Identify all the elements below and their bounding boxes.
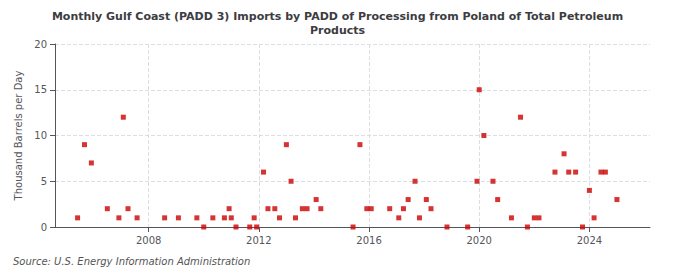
svg-text:2008: 2008 (136, 235, 161, 246)
svg-text:Source: U.S. Energy Informatio: Source: U.S. Energy Information Administ… (13, 256, 250, 267)
svg-text:Products: Products (310, 24, 366, 37)
svg-text:0: 0 (41, 222, 47, 233)
svg-text:2016: 2016 (356, 235, 381, 246)
svg-text:5: 5 (41, 176, 47, 187)
svg-text:15: 15 (34, 84, 47, 95)
svg-text:2024: 2024 (577, 235, 602, 246)
svg-text:20: 20 (34, 39, 47, 50)
svg-text:10: 10 (34, 130, 47, 141)
svg-text:2020: 2020 (466, 235, 491, 246)
svg-text:Thousand Barrels per Day: Thousand Barrels per Day (13, 71, 24, 202)
svg-text:Monthly Gulf Coast (PADD 3) Im: Monthly Gulf Coast (PADD 3) Imports by P… (52, 10, 623, 23)
svg-text:2012: 2012 (246, 235, 271, 246)
